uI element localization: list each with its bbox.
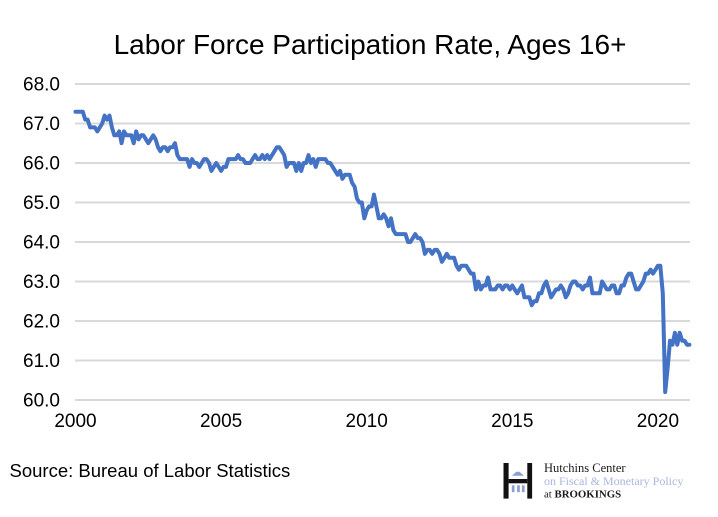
svg-text:2010: 2010 [346,411,388,432]
svg-text:Source: Bureau of Labor Statis: Source: Bureau of Labor Statistics [10,460,291,481]
svg-text:at BROOKINGS: at BROOKINGS [544,489,621,501]
svg-text:63.0: 63.0 [23,272,60,293]
svg-text:65.0: 65.0 [23,193,60,214]
svg-text:62.0: 62.0 [23,312,60,333]
svg-text:60.0: 60.0 [23,391,60,412]
svg-text:61.0: 61.0 [23,351,60,372]
svg-text:2005: 2005 [200,411,242,432]
svg-text:on Fiscal & Monetary Policy: on Fiscal & Monetary Policy [544,474,683,488]
svg-text:68.0: 68.0 [23,75,60,96]
svg-text:Labor Force Participation Rate: Labor Force Participation Rate, Ages 16+ [114,29,627,60]
svg-text:Hutchins Center: Hutchins Center [544,461,626,475]
svg-text:66.0: 66.0 [23,154,60,175]
svg-text:64.0: 64.0 [23,233,60,254]
svg-text:2000: 2000 [54,411,96,432]
svg-text:67.0: 67.0 [23,114,60,135]
svg-text:2015: 2015 [491,411,533,432]
svg-text:2020: 2020 [637,411,679,432]
